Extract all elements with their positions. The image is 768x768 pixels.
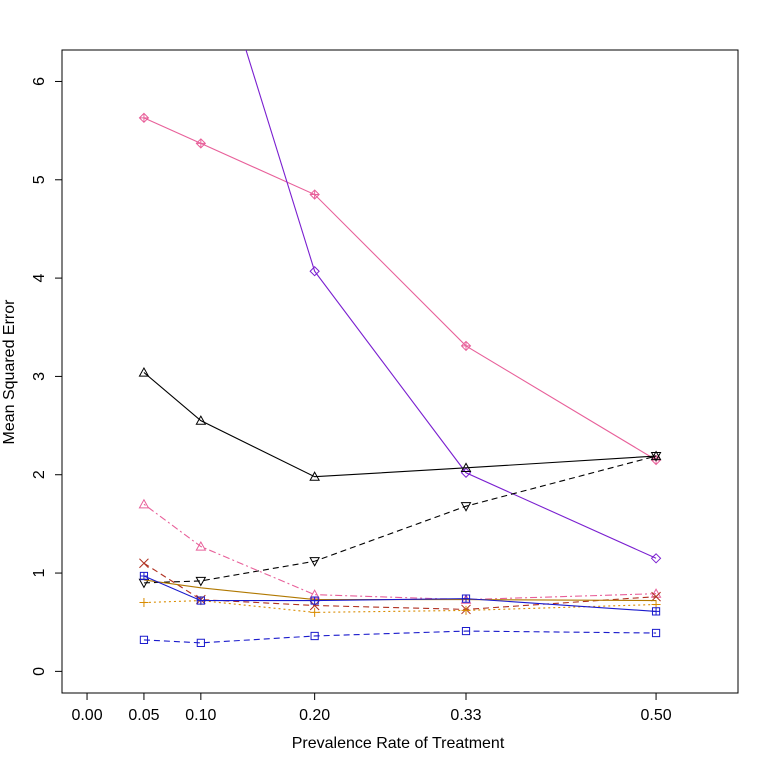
marker xyxy=(309,266,320,277)
x-tick-label: 0.50 xyxy=(640,707,671,724)
marker xyxy=(138,498,150,509)
x-tick-label: 0.33 xyxy=(450,707,481,724)
marker xyxy=(196,596,205,605)
marker xyxy=(310,596,319,605)
marker xyxy=(651,591,661,602)
series-line xyxy=(143,117,657,461)
marker xyxy=(651,628,661,638)
marker xyxy=(461,594,471,603)
marker xyxy=(139,635,149,645)
marker xyxy=(461,605,471,615)
marker xyxy=(651,607,661,616)
marker xyxy=(310,631,319,641)
marker xyxy=(139,558,149,569)
marker xyxy=(309,600,320,611)
plot-frame xyxy=(61,49,739,694)
marker xyxy=(309,557,320,567)
y-tick-label: 3 xyxy=(31,372,48,381)
series-line xyxy=(143,455,657,584)
marker xyxy=(309,189,320,200)
x-tick-label: 0.00 xyxy=(71,707,102,724)
marker xyxy=(196,638,205,647)
series-line xyxy=(245,50,657,559)
y-axis-label: Mean Squared Error xyxy=(1,299,18,445)
marker xyxy=(650,553,662,564)
series-line xyxy=(143,503,657,601)
marker xyxy=(460,340,472,352)
marker xyxy=(195,138,207,149)
marker xyxy=(309,471,320,481)
x-tick-label: 0.05 xyxy=(128,707,159,724)
series-line xyxy=(143,630,657,644)
x-tick-label: 0.20 xyxy=(299,707,330,724)
plot-area xyxy=(138,50,662,647)
marker xyxy=(461,626,471,636)
marker xyxy=(650,451,662,462)
y-tick-label: 1 xyxy=(31,569,48,578)
marker xyxy=(139,571,149,581)
marker xyxy=(138,366,150,377)
x-axis-label: Prevalence Rate of Treatment xyxy=(292,735,505,752)
marker xyxy=(195,576,207,587)
y-tick-label: 6 xyxy=(31,77,48,86)
y-tick-label: 2 xyxy=(31,470,48,479)
series-line xyxy=(143,575,657,612)
marker xyxy=(195,415,207,425)
marker xyxy=(460,502,472,512)
y-tick-label: 5 xyxy=(31,175,48,184)
marker xyxy=(138,112,150,124)
marker xyxy=(195,540,207,551)
marker xyxy=(460,462,472,472)
y-tick-label: 4 xyxy=(31,274,48,283)
marker xyxy=(139,598,149,608)
marker xyxy=(310,607,320,617)
y-tick-label: 0 xyxy=(31,667,48,676)
series-line xyxy=(143,372,657,478)
x-tick-label: 0.10 xyxy=(185,707,216,724)
